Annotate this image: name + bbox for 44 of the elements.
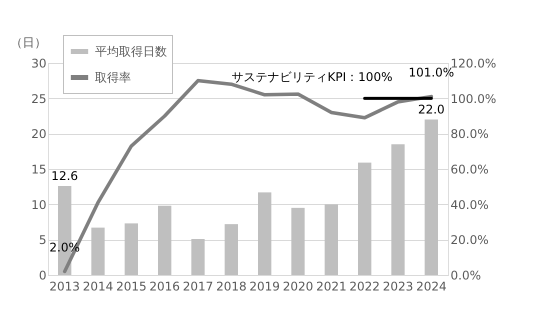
y-tick-label: 15 bbox=[31, 162, 46, 176]
y2-tick-label: 40.0% bbox=[450, 198, 489, 212]
y-tick-label: 10 bbox=[31, 198, 46, 212]
x-tick-label: 2016 bbox=[149, 280, 180, 294]
bar bbox=[324, 204, 338, 275]
x-tick-label: 2015 bbox=[116, 280, 147, 294]
bar bbox=[291, 208, 305, 275]
y2-tick-label: 60.0% bbox=[450, 162, 489, 176]
bar bbox=[258, 192, 272, 275]
x-tick-label: 2024 bbox=[416, 280, 447, 294]
bar bbox=[124, 223, 138, 275]
y-tick-label: 20 bbox=[31, 127, 46, 142]
y2-tick-label: 20.0% bbox=[450, 233, 489, 248]
bar bbox=[91, 228, 105, 275]
y-tick-label: 25 bbox=[31, 92, 46, 106]
data-label: 2.0% bbox=[49, 240, 80, 254]
x-tick-label: 2017 bbox=[182, 280, 214, 294]
y2-tick-label: 80.0% bbox=[450, 127, 489, 142]
y-tick-label: 5 bbox=[38, 233, 46, 248]
x-tick-label: 2020 bbox=[282, 280, 314, 294]
bar bbox=[191, 238, 205, 275]
x-tick-label: 2018 bbox=[216, 280, 247, 294]
bar bbox=[158, 206, 172, 275]
bar bbox=[424, 120, 438, 275]
legend-label: 取得率 bbox=[95, 70, 131, 84]
y-axis-title: （日） bbox=[10, 36, 46, 50]
x-tick-label: 2019 bbox=[249, 280, 280, 294]
y-tick-label: 30 bbox=[31, 56, 46, 70]
data-label: 22.0 bbox=[418, 102, 445, 117]
x-tick-label: 2014 bbox=[82, 280, 114, 294]
x-tick-label: 2021 bbox=[316, 280, 347, 294]
annotation: サステナビリティKPI：100% bbox=[232, 70, 392, 84]
y2-tick-label: 100.0% bbox=[450, 92, 496, 106]
y2-tick-label: 120.0% bbox=[450, 56, 496, 70]
y2-tick-label: 0.0% bbox=[450, 268, 481, 282]
bar bbox=[224, 224, 238, 275]
bar bbox=[358, 162, 372, 275]
x-tick-label: 2013 bbox=[49, 280, 80, 294]
bar bbox=[391, 144, 405, 275]
x-tick-label: 2023 bbox=[382, 280, 414, 294]
data-label: 12.6 bbox=[51, 168, 78, 183]
legend-label: 平均取得日数 bbox=[95, 44, 167, 58]
y-tick-label: 0 bbox=[38, 268, 46, 282]
x-tick-label: 2022 bbox=[349, 280, 380, 294]
